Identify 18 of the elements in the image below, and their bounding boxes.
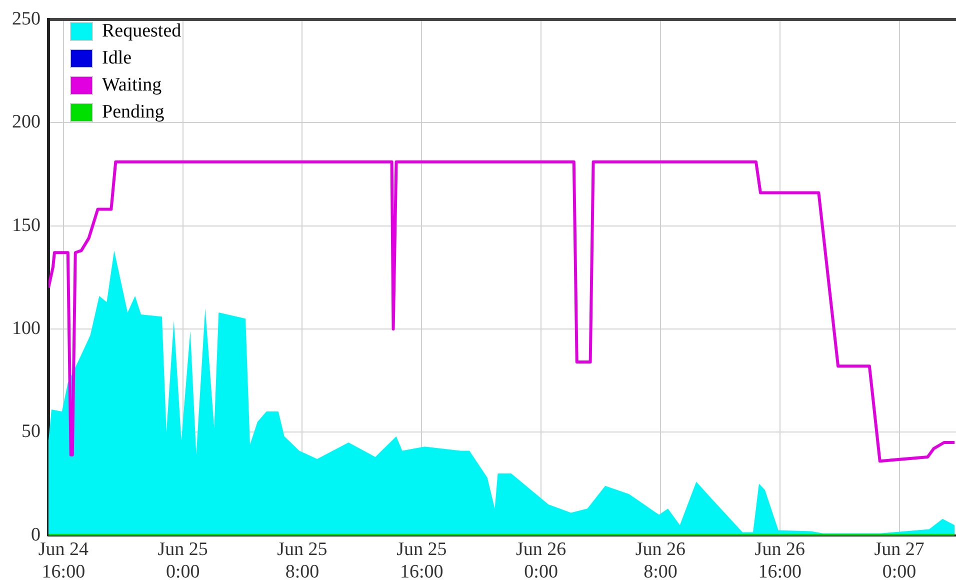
x-tick-label: Jun 25 16:00 (396, 538, 447, 583)
x-tick-label: Jun 24 16:00 (38, 538, 89, 583)
y-tick-label: 150 (12, 214, 40, 236)
legend-label: Idle (102, 47, 132, 68)
x-tick-label: Jun 25 0:00 (158, 538, 208, 583)
y-tick-label: 250 (12, 8, 40, 30)
x-tick-label: Jun 27 0:00 (874, 538, 924, 583)
x-tick-label: Jun 25 8:00 (277, 538, 328, 583)
legend-label: Requested (102, 20, 182, 42)
legend-label: Waiting (102, 74, 162, 96)
y-tick-label: 0 (31, 524, 40, 546)
y-tick-label: 100 (12, 318, 40, 339)
y-tick-label: 200 (12, 112, 40, 133)
x-tick-label: Jun 26 0:00 (516, 538, 566, 583)
x-tick-label: Jun 26 16:00 (754, 538, 805, 583)
x-tick-label: Jun 26 8:00 (635, 538, 686, 583)
legend-label: Pending (102, 101, 165, 122)
y-tick-label: 50 (22, 421, 40, 442)
